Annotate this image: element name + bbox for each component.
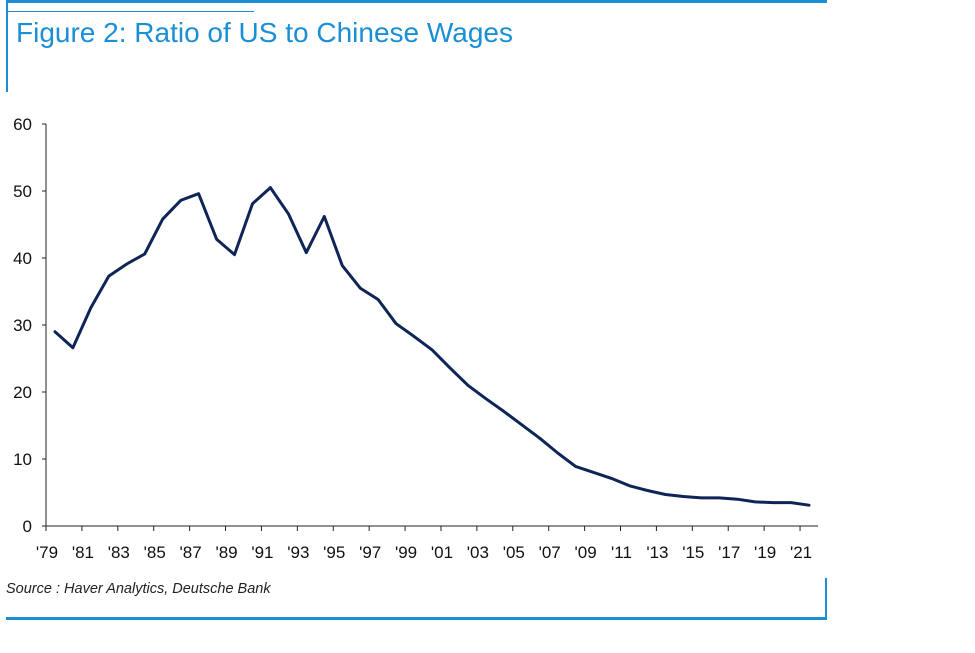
- series-layer: [53, 186, 811, 507]
- frame-top-rule: [6, 0, 827, 3]
- frame-left-accent: [6, 3, 8, 92]
- source-note: Source : Haver Analytics, Deutsche Bank: [6, 581, 271, 597]
- title-accent-line: [6, 11, 254, 12]
- data-point: [359, 287, 361, 289]
- data-point: [610, 477, 613, 480]
- x-tick-label: '99: [395, 543, 417, 562]
- data-point: [700, 497, 703, 499]
- x-tick-label: '79: [36, 543, 58, 562]
- data-point: [520, 424, 523, 426]
- data-point: [718, 497, 721, 499]
- figure-title: Figure 2: Ratio of US to Chinese Wages: [16, 17, 513, 48]
- x-tick-label: '85: [144, 543, 166, 562]
- data-point: [790, 501, 792, 504]
- y-tick-label: 0: [23, 517, 32, 536]
- data-point: [269, 186, 272, 189]
- data-point: [305, 251, 308, 254]
- data-point: [574, 465, 577, 468]
- y-tick-label: 10: [13, 450, 32, 469]
- data-point: [592, 471, 595, 474]
- frame-right-accent: [825, 578, 827, 620]
- data-point: [467, 384, 469, 387]
- data-point: [72, 346, 74, 349]
- data-point: [377, 298, 379, 301]
- x-tick-label: '09: [575, 543, 597, 562]
- x-tick-label: '97: [359, 543, 381, 562]
- x-tick-label: '11: [611, 543, 632, 562]
- data-point: [395, 322, 397, 325]
- data-point: [772, 501, 774, 504]
- data-point: [143, 253, 146, 255]
- data-point: [682, 495, 685, 498]
- y-axis-ticks: 0 10 20 30 40 50 60: [13, 115, 46, 536]
- x-tick-label: '83: [108, 543, 130, 562]
- data-point: [125, 263, 128, 265]
- y-tick-label: 50: [13, 182, 32, 201]
- data-point: [413, 335, 415, 338]
- data-point: [341, 264, 344, 267]
- x-tick-label: '05: [503, 543, 525, 562]
- x-tick-label: '93: [287, 543, 309, 562]
- x-tick-label: '95: [323, 543, 345, 562]
- y-tick-label: 30: [13, 316, 32, 335]
- data-point: [108, 275, 110, 277]
- x-tick-label: '21: [790, 543, 812, 562]
- data-point: [215, 238, 218, 241]
- data-point: [538, 437, 541, 440]
- x-tick-label: '81: [72, 543, 94, 562]
- data-point: [161, 218, 164, 220]
- x-tick-label: '19: [754, 543, 776, 562]
- x-tick-label: '15: [682, 543, 704, 562]
- y-tick-label: 20: [13, 383, 32, 402]
- data-point: [556, 452, 559, 454]
- data-point: [179, 199, 182, 202]
- data-point: [197, 192, 200, 195]
- data-point: [736, 498, 739, 501]
- data-point: [233, 253, 236, 256]
- y-tick-label: 40: [13, 249, 32, 268]
- data-point: [485, 397, 487, 400]
- data-point: [54, 330, 56, 333]
- x-tick-label: '13: [646, 543, 668, 562]
- data-point: [323, 215, 326, 218]
- x-tick-label: '87: [180, 543, 202, 562]
- frame-bottom-rule: [6, 617, 827, 620]
- x-tick-label: '91: [251, 543, 273, 562]
- x-tick-label: '89: [215, 543, 237, 562]
- x-tick-label: '07: [539, 543, 561, 562]
- data-point: [503, 410, 505, 413]
- series-line: [53, 186, 811, 507]
- data-point: [449, 367, 451, 369]
- data-point: [90, 306, 92, 309]
- data-point: [628, 485, 631, 487]
- x-tick-label: '17: [718, 543, 740, 562]
- data-point: [646, 489, 649, 492]
- y-tick-label: 60: [13, 115, 32, 134]
- data-point: [808, 504, 810, 507]
- data-point: [431, 348, 433, 351]
- x-tick-label: '01: [431, 543, 453, 562]
- chart-axes: [45, 124, 818, 527]
- data-point: [251, 202, 254, 205]
- data-point: [754, 501, 756, 503]
- data-point: [664, 493, 667, 496]
- x-tick-label: '03: [467, 543, 489, 562]
- data-point: [287, 212, 290, 215]
- x-axis-ticks: '79 '81 '83 '85 '87 '89 '91 '93 '95 '97 '99 '01 '03 '…: [36, 526, 812, 562]
